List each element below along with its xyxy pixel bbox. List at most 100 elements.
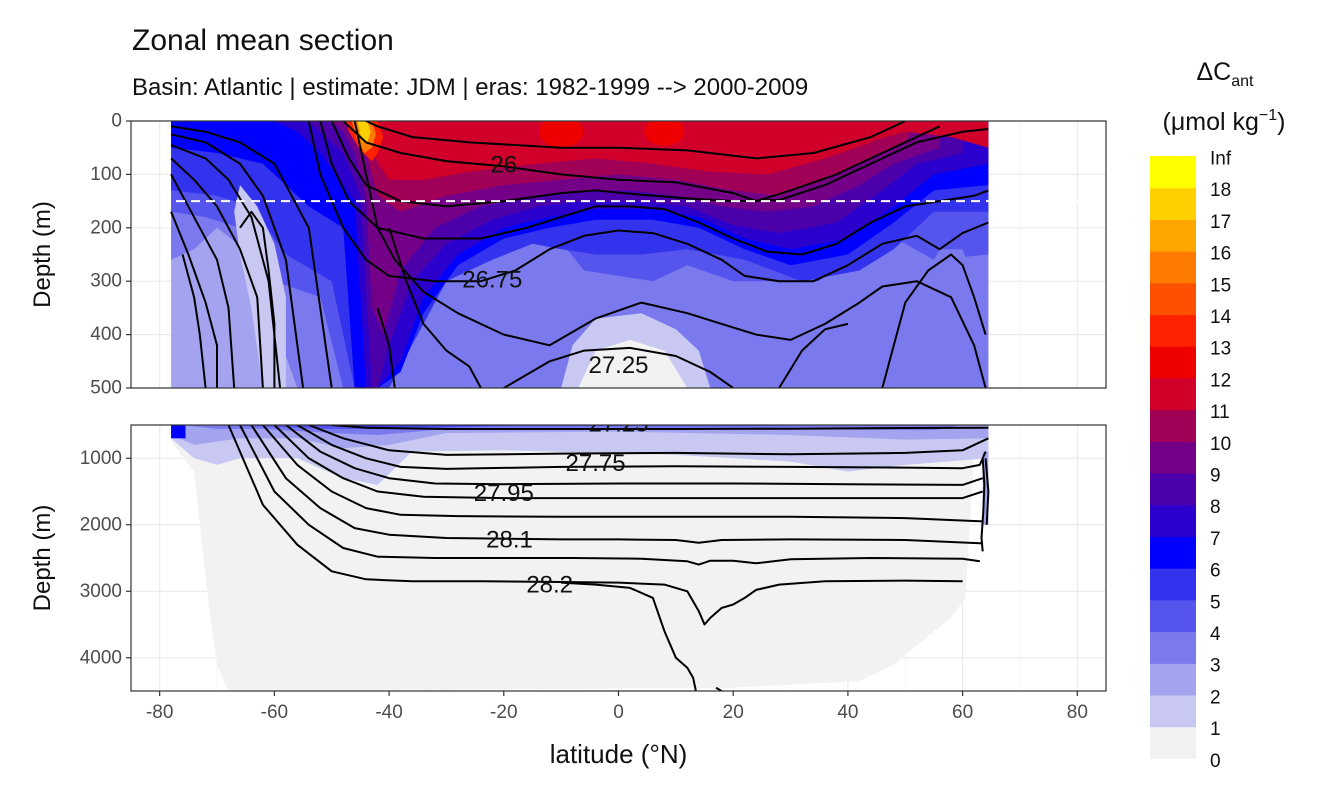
contour-label: 27.95 xyxy=(474,480,534,507)
contour-line xyxy=(227,425,963,626)
x-axis-label: latitude (°N) xyxy=(550,739,688,769)
contour-line xyxy=(170,211,218,388)
legend-label: 15 xyxy=(1210,275,1231,296)
contour-line xyxy=(170,125,333,388)
legend-swatch xyxy=(1150,441,1196,474)
y-tick-label: 4000 xyxy=(80,647,122,668)
legend-label: 1 xyxy=(1210,719,1221,740)
legend-swatch xyxy=(1150,156,1196,189)
y-tick-label: 1000 xyxy=(80,448,122,469)
fill-blob-12 xyxy=(644,121,685,146)
upper-panel-frame xyxy=(130,120,1107,389)
contour-line xyxy=(365,121,906,160)
contour-label-group: 27.95 xyxy=(474,480,534,507)
legend-swatch xyxy=(1150,282,1196,316)
legend-swatch xyxy=(1150,409,1196,442)
x-tick-label: 20 xyxy=(723,702,744,723)
legend-swatch xyxy=(1150,187,1196,220)
contour-label: 27.25 xyxy=(588,352,648,379)
contour-label-group: 27.75 xyxy=(566,450,626,477)
contour-line xyxy=(285,425,984,486)
legend-swatch xyxy=(1150,599,1196,633)
legend-title-subscript: ant xyxy=(1231,73,1254,90)
x-tick-label: 0 xyxy=(613,702,624,723)
legend-label: 7 xyxy=(1210,529,1221,550)
x-tick-label: -60 xyxy=(261,702,288,723)
contour-label-group: 26.75 xyxy=(462,267,522,294)
fill-blob-12 xyxy=(539,121,584,148)
contour-labels: 26 26.75 27.25 27.25 27.75 27.95 28.1 28.2 xyxy=(462,152,648,599)
contour-line xyxy=(980,458,986,552)
contour-line xyxy=(984,458,990,525)
y-tick-label: 500 xyxy=(90,378,122,399)
contour-label-group: 28.2 xyxy=(526,571,573,598)
contour-line xyxy=(273,425,984,500)
legend-label: 4 xyxy=(1210,624,1221,645)
y-tick-label: 2000 xyxy=(80,514,122,535)
contour-label: 27.75 xyxy=(566,450,626,477)
legend-label: 16 xyxy=(1210,244,1231,265)
legend-label: 18 xyxy=(1210,180,1231,201)
legend-swatch xyxy=(1150,473,1196,506)
legend-swatch xyxy=(1150,346,1196,379)
y-tick-label: 0 xyxy=(111,111,122,132)
legend-swatch xyxy=(1150,663,1196,696)
isopycnal-contours xyxy=(131,121,1106,691)
legend-title-main: ΔC xyxy=(1196,58,1231,86)
contour-label: 26 xyxy=(490,152,517,179)
legend-label: 5 xyxy=(1210,592,1221,613)
legend-swatch xyxy=(1150,568,1196,601)
legend-label: 3 xyxy=(1210,656,1221,677)
legend-label: 8 xyxy=(1210,497,1221,518)
legend-swatch xyxy=(1150,504,1196,537)
contour-line xyxy=(881,253,987,388)
fill-level-0 xyxy=(578,339,688,388)
y-tick-label: 200 xyxy=(90,217,122,238)
contour-line xyxy=(170,157,264,388)
legend-swatch xyxy=(1150,694,1196,728)
lower-contours xyxy=(227,425,990,691)
legend-label: 2 xyxy=(1210,687,1221,708)
contour-label: 28.1 xyxy=(486,527,533,554)
legend-swatch xyxy=(1150,251,1196,284)
contour-line xyxy=(330,121,989,208)
y-tick-label: 400 xyxy=(90,324,122,345)
contour-line xyxy=(170,173,236,388)
x-tick-label: -80 xyxy=(146,702,173,723)
contour-line xyxy=(239,210,276,388)
contour-line xyxy=(353,121,987,388)
contour-line xyxy=(181,254,207,388)
legend-swatch xyxy=(1150,631,1196,664)
contour-line xyxy=(778,322,849,388)
fill-level-6 xyxy=(171,425,186,439)
legend-swatch xyxy=(1150,219,1196,252)
legend-label: Inf xyxy=(1210,149,1232,170)
x-tick-label: -40 xyxy=(375,702,402,723)
legend-label: 10 xyxy=(1210,434,1231,455)
contour-line xyxy=(331,425,989,430)
upper-panel-fill xyxy=(171,121,989,388)
contour-line xyxy=(250,425,983,545)
legend-units-close: ) xyxy=(1277,108,1285,136)
contour-line xyxy=(296,425,987,470)
color-fill-layer xyxy=(171,121,989,691)
contour-label-group: 27.25 xyxy=(588,352,648,379)
legend-units-text: (μmol kg xyxy=(1163,108,1259,136)
legend-title: ΔCant xyxy=(1196,58,1254,90)
legend-units: (μmol kg−1) xyxy=(1163,107,1286,136)
legend-label: 11 xyxy=(1210,402,1230,423)
legend-swatch xyxy=(1150,536,1196,569)
legend-label: 9 xyxy=(1210,466,1221,487)
legend-label: 17 xyxy=(1210,212,1231,233)
y-tick-label: 3000 xyxy=(80,581,122,602)
chart-subtitle: Basin: Atlantic | estimate: JDM | eras: … xyxy=(132,74,809,101)
legend-swatch xyxy=(1150,726,1196,759)
contour-label: 28.2 xyxy=(526,571,573,598)
x-tick-label: 40 xyxy=(837,702,858,723)
contour-line xyxy=(376,307,396,388)
axes: -80 -60 -40 -20 0 20 40 60 80 0 100 200 300 400 500 Dep… xyxy=(29,111,1088,770)
contour-label-group: 26 xyxy=(490,152,517,179)
x-tick-label: 60 xyxy=(952,702,973,723)
